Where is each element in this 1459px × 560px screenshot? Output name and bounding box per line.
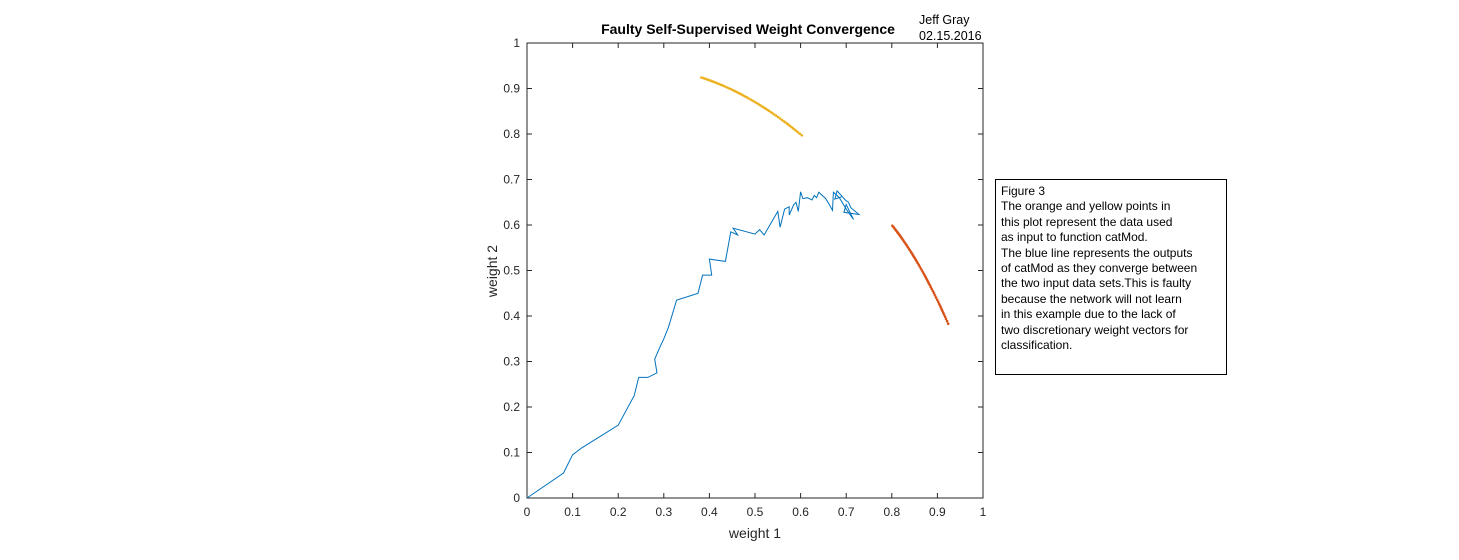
y-tick-label: 0.2 [503, 400, 520, 414]
x-axis-label: weight 1 [728, 525, 781, 541]
data-point-orange [933, 294, 937, 297]
data-point-yellow [776, 115, 780, 119]
data-point-orange [931, 289, 935, 293]
data-point-yellow [725, 86, 729, 89]
annotation-line: in this example due to the lack of [1001, 307, 1176, 322]
data-point-orange [920, 269, 924, 272]
y-tick-label: 0.6 [503, 218, 520, 232]
annotation-line: the two input data sets.This is faulty [1001, 276, 1192, 291]
x-tick-label: 0.6 [792, 505, 809, 519]
y-tick-label: 0.1 [503, 446, 520, 460]
y-axis-label: weight 2 [484, 245, 500, 298]
data-point-orange [935, 298, 939, 302]
axes-frame [526, 42, 984, 499]
x-tick-label: 0.5 [747, 505, 764, 519]
data-point-yellow [800, 134, 804, 137]
annotation-line: The orange and yellow points in [1001, 199, 1171, 214]
series-line-blue [526, 189, 861, 499]
plot-area [526, 42, 984, 499]
data-point-orange [918, 265, 921, 268]
y-tick-label: 0.8 [503, 127, 520, 141]
data-point-yellow [771, 111, 774, 115]
x-tick-label: 0.3 [655, 505, 672, 519]
x-tick-label: 0.2 [610, 505, 627, 519]
y-tick-label: 0 [513, 491, 520, 505]
series-layer [526, 76, 950, 499]
annotation-line: The blue line represents the outputs [1001, 245, 1193, 260]
data-point-yellow [772, 113, 776, 116]
data-point-orange [934, 296, 938, 299]
author-name: Jeff Gray [919, 13, 970, 27]
data-point-orange [936, 300, 940, 304]
data-point-yellow [747, 97, 750, 100]
data-point-yellow [780, 118, 784, 122]
data-point-orange [942, 313, 946, 316]
author-date: 02.15.2016 [919, 29, 982, 43]
tick-marks [526, 42, 984, 499]
data-point-yellow [721, 84, 725, 87]
data-point-orange [946, 322, 950, 326]
data-point-yellow [798, 132, 802, 135]
data-point-yellow [794, 129, 798, 132]
y-tick-label: 0.7 [503, 173, 520, 187]
x-tick-label: 0.8 [883, 505, 900, 519]
data-point-yellow [753, 100, 756, 103]
data-point-yellow [751, 99, 754, 102]
data-point-yellow [778, 117, 782, 120]
x-tick-label: 0.4 [701, 505, 718, 519]
x-tick-label: 0.7 [838, 505, 855, 519]
data-point-yellow [700, 76, 703, 79]
chart-title: Faulty Self-Supervised Weight Convergenc… [601, 21, 895, 37]
annotation-line: because the network will not learn [1001, 291, 1182, 306]
y-tick-label: 1 [513, 36, 520, 50]
tick-labels: 0 0.1 0.2 0.3 0.4 0.5 0.6 0.7 0.8 0.9 1 0 0.1 0.2 0.3 0… [503, 36, 986, 519]
annotation-line: classification. [1001, 338, 1073, 353]
annotation-line: two discretionary weight vectors for [1001, 322, 1189, 337]
annotation-line: this plot represent the data used [1001, 214, 1173, 229]
annotation-line: of catMod as they converge between [1001, 261, 1198, 276]
data-point-orange [943, 315, 947, 319]
annotation-line: Figure 3 [1001, 184, 1046, 198]
data-point-orange [945, 319, 949, 323]
y-tick-label: 0.9 [503, 82, 520, 96]
x-tick-label: 0 [524, 505, 531, 519]
y-tick-label: 0.5 [503, 264, 520, 278]
annotation-line: as input to function catMod. [1001, 230, 1148, 245]
x-tick-label: 1 [980, 505, 987, 519]
data-point-yellow [749, 98, 752, 101]
x-tick-label: 0.9 [929, 505, 946, 519]
y-tick-label: 0.3 [503, 355, 520, 369]
y-tick-label: 0.4 [503, 309, 520, 323]
x-tick-label: 0.1 [564, 505, 581, 519]
data-point-orange [944, 317, 948, 321]
data-point-yellow [774, 114, 778, 117]
data-point-orange [930, 287, 934, 291]
data-point-yellow [796, 130, 800, 134]
data-point-orange [932, 291, 936, 295]
annotation-box: Figure 3 The orange and yellow points in… [995, 179, 1227, 375]
data-point-orange [919, 267, 923, 270]
